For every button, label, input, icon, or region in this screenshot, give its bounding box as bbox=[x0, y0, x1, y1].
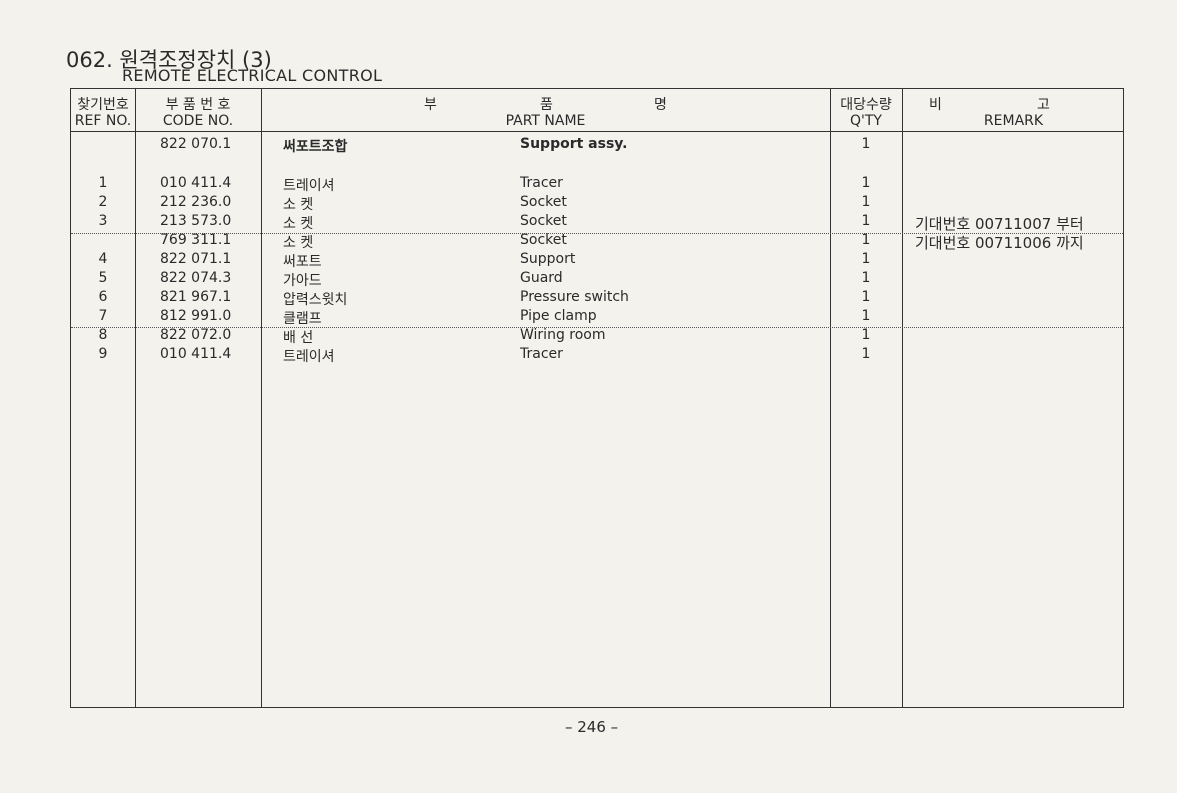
row-remark: 기대번호 00711007 부터 bbox=[915, 215, 1084, 233]
row-ref-no: 9 bbox=[98, 346, 108, 362]
row-ref-no: 5 bbox=[98, 270, 108, 286]
row-code-no: 212 236.0 bbox=[160, 194, 232, 210]
row-part-name-ko: 소 켓 bbox=[283, 197, 314, 213]
row-part-name-en: Support bbox=[520, 251, 576, 267]
header-remark-ko-1: 비 bbox=[929, 97, 942, 113]
row-part-name-ko: 압력스윗치 bbox=[283, 292, 348, 308]
column-divider bbox=[830, 89, 831, 707]
row-qty: 1 bbox=[861, 251, 871, 267]
row-part-name-en: Wiring room bbox=[520, 327, 606, 343]
column-divider bbox=[135, 89, 136, 707]
header-qty-ko: 대당수량 bbox=[840, 97, 892, 113]
row-code-no: 821 967.1 bbox=[160, 289, 232, 305]
row-ref-no: 1 bbox=[98, 175, 108, 191]
row-qty: 1 bbox=[861, 308, 871, 324]
row-qty: 1 bbox=[861, 232, 871, 248]
row-part-name-ko: 가아드 bbox=[283, 273, 322, 289]
row-code-no: 010 411.4 bbox=[160, 346, 232, 362]
row-part-name-ko: 클램프 bbox=[283, 311, 322, 327]
row-code-no: 822 071.1 bbox=[160, 251, 232, 267]
header-name-ko-3: 명 bbox=[654, 97, 667, 113]
page-subtitle: REMOTE ELECTRICAL CONTROL bbox=[122, 66, 383, 85]
group-separator bbox=[71, 233, 1123, 234]
row-code-no: 822 072.0 bbox=[160, 327, 232, 343]
row-part-name-en: Tracer bbox=[520, 346, 563, 362]
row-ref-no: 6 bbox=[98, 289, 108, 305]
row-remark: 기대번호 00711006 까지 bbox=[915, 234, 1084, 252]
row-qty: 1 bbox=[861, 270, 871, 286]
header-ref-ko: 찾기번호 bbox=[77, 97, 129, 113]
row-part-name-en: Socket bbox=[520, 232, 567, 248]
row-code-no: 213 573.0 bbox=[160, 213, 232, 229]
row-part-name-en: Socket bbox=[520, 194, 567, 210]
row-part-name-ko: 트레이셔 bbox=[283, 178, 335, 194]
row-ref-no: 3 bbox=[98, 213, 108, 229]
row-part-name-ko: 배 선 bbox=[283, 330, 314, 346]
header-code-en: CODE NO. bbox=[162, 113, 234, 129]
row-code-no: 822 070.1 bbox=[160, 136, 232, 152]
row-part-name-en: Support assy. bbox=[520, 136, 628, 152]
row-part-name-en: Pressure switch bbox=[520, 289, 629, 305]
row-qty: 1 bbox=[861, 194, 871, 210]
row-qty: 1 bbox=[861, 213, 871, 229]
page-number: – 246 – bbox=[565, 718, 619, 736]
row-qty: 1 bbox=[861, 289, 871, 305]
header-name-en: PART NAME bbox=[505, 113, 586, 129]
parts-table: 찾기번호 REF NO. 부 품 번 호 CODE NO. 부 품 명 PART… bbox=[70, 88, 1124, 708]
row-ref-no: 4 bbox=[98, 251, 108, 267]
row-part-name-ko: 소 켓 bbox=[283, 235, 314, 251]
header-name-ko-2: 품 bbox=[540, 97, 553, 113]
row-part-name-ko: 써포트조합 bbox=[283, 139, 348, 155]
header-name-ko-1: 부 bbox=[424, 97, 437, 113]
row-part-name-ko: 트레이셔 bbox=[283, 349, 335, 365]
row-part-name-en: Tracer bbox=[520, 175, 563, 191]
header-code-ko: 부 품 번 호 bbox=[165, 97, 231, 113]
header-ref-en: REF NO. bbox=[74, 113, 132, 129]
row-ref-no: 8 bbox=[98, 327, 108, 343]
row-part-name-en: Socket bbox=[520, 213, 567, 229]
row-qty: 1 bbox=[861, 136, 871, 152]
row-qty: 1 bbox=[861, 346, 871, 362]
row-ref-no: 7 bbox=[98, 308, 108, 324]
header-remark-en: REMARK bbox=[983, 113, 1044, 129]
row-part-name-en: Guard bbox=[520, 270, 563, 286]
row-part-name-en: Pipe clamp bbox=[520, 308, 597, 324]
row-part-name-ko: 써포트 bbox=[283, 254, 322, 270]
row-ref-no: 2 bbox=[98, 194, 108, 210]
row-code-no: 812 991.0 bbox=[160, 308, 232, 324]
row-qty: 1 bbox=[861, 327, 871, 343]
header-divider bbox=[71, 131, 1123, 132]
header-qty-en: Q'TY bbox=[850, 113, 882, 129]
row-code-no: 010 411.4 bbox=[160, 175, 232, 191]
group-separator bbox=[71, 327, 1123, 328]
row-code-no: 769 311.1 bbox=[160, 232, 232, 248]
column-divider bbox=[261, 89, 262, 707]
header-remark-ko-2: 고 bbox=[1037, 97, 1050, 113]
row-code-no: 822 074.3 bbox=[160, 270, 232, 286]
row-part-name-ko: 소 켓 bbox=[283, 216, 314, 232]
row-qty: 1 bbox=[861, 175, 871, 191]
page-title: 062. 원격조정장치 (3) bbox=[66, 48, 272, 72]
column-divider bbox=[902, 89, 903, 707]
